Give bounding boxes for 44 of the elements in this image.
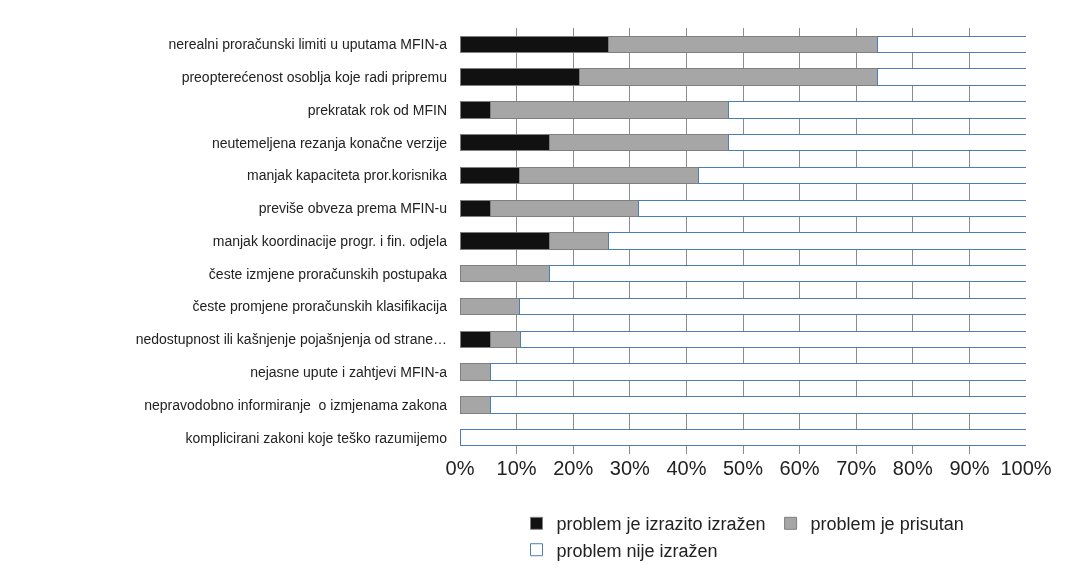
bar bbox=[876, 35, 1026, 54]
y-tick-label: komplicirani zakoni koje teško razumijemo bbox=[185, 429, 448, 446]
y-tick-label: manjak kapaciteta pror.korisnika bbox=[247, 167, 448, 184]
y-tick-label: neutemeljena rezanja konačne verzije bbox=[211, 134, 448, 151]
x-tick-label: 0% bbox=[445, 457, 475, 479]
bar bbox=[548, 265, 1026, 283]
x-tick-label: 20% bbox=[553, 457, 594, 479]
bar bbox=[519, 330, 1026, 348]
y-tick-label: preopterećenost osoblja koje radi pripremu bbox=[181, 69, 447, 86]
bar bbox=[727, 134, 1026, 152]
bar bbox=[460, 396, 491, 414]
x-tick-label: 80% bbox=[892, 457, 934, 479]
x-tick-label: 40% bbox=[666, 457, 707, 479]
bar bbox=[489, 363, 1026, 381]
bar bbox=[608, 232, 1026, 250]
bar bbox=[460, 428, 1026, 447]
x-tick-label: 100% bbox=[1000, 457, 1052, 479]
y-tick-label: manjak koordinacije progr. i fin. odjela bbox=[212, 232, 448, 249]
bar bbox=[460, 297, 520, 316]
x-tick-label: 50% bbox=[722, 457, 764, 479]
bar bbox=[697, 166, 1026, 185]
bar bbox=[489, 396, 1026, 414]
bar bbox=[460, 363, 491, 381]
y-tick-label: previše obveza prema MFIN-u bbox=[258, 200, 447, 217]
y-tick-label: nejasne upute i zahtjevi MFIN-a bbox=[250, 363, 448, 380]
y-tick-label: česte izmjene proračunskih postupaka bbox=[208, 265, 448, 282]
legend-label: problem je izrazito izražen bbox=[556, 514, 766, 535]
x-tick-label: 60% bbox=[779, 457, 820, 479]
bar bbox=[727, 101, 1026, 119]
bar bbox=[518, 297, 1026, 316]
x-tick-label: 30% bbox=[609, 457, 651, 479]
y-tick-label: prekratak rok od MFIN bbox=[307, 101, 447, 118]
y-tick-label: nerealni proračunski limiti u uputama MFIN-a bbox=[168, 36, 448, 53]
x-tick-label: 10% bbox=[496, 457, 537, 479]
bar bbox=[876, 68, 1026, 86]
y-tick-label: nepravodobno informiranje o izmjenama zakona bbox=[144, 396, 448, 413]
x-tick-label: 70% bbox=[836, 457, 877, 479]
bar bbox=[460, 265, 550, 283]
x-tick-label: 90% bbox=[949, 457, 990, 479]
bar bbox=[638, 199, 1026, 217]
y-tick-label: nedostupnost ili kašnjenje pojašnjenja od strane… bbox=[135, 331, 447, 348]
y-tick-label: česte promjene proračunskih klasifikacija bbox=[192, 298, 448, 315]
legend-label: problem nije izražen bbox=[556, 540, 718, 561]
legend-label: problem je prisutan bbox=[810, 514, 964, 535]
